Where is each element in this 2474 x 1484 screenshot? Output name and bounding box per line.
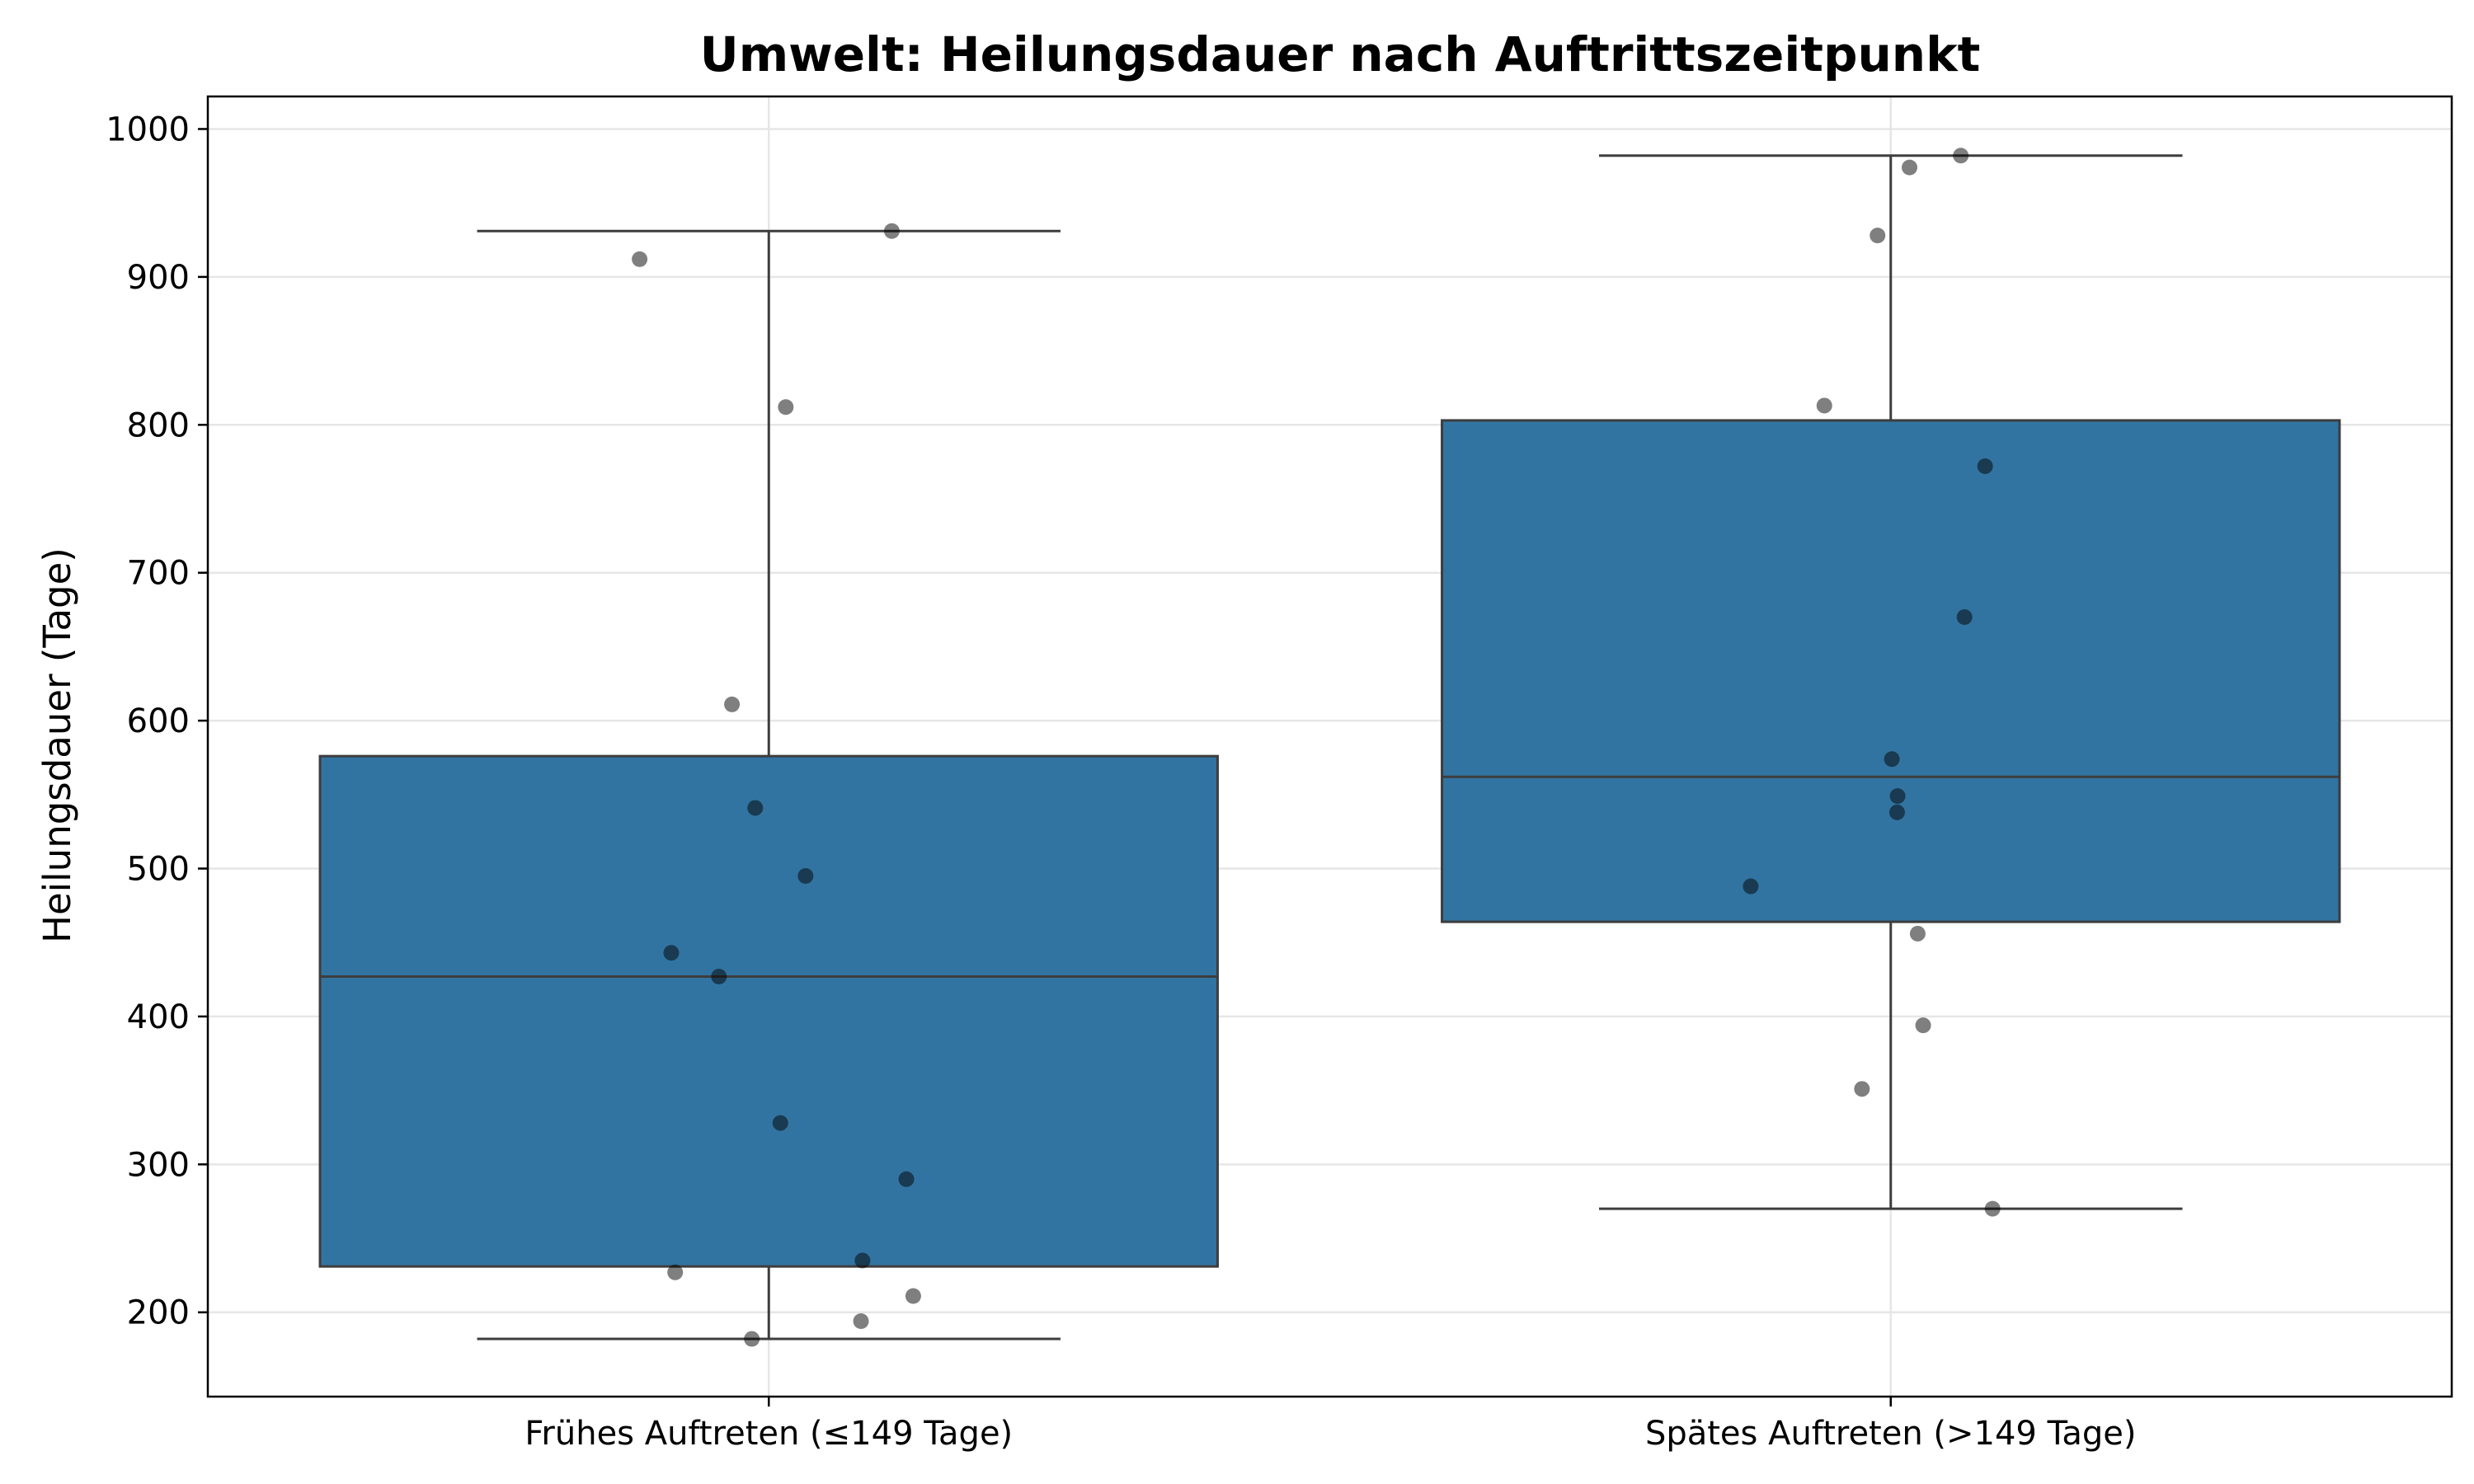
axis-ticks: 200 300 400 500 600 700 800 900 1000 Frühes Auftr… — [106, 110, 2136, 1453]
strip-point — [905, 1288, 921, 1304]
plot-frame — [206, 95, 2453, 1398]
strip-point — [663, 945, 680, 961]
x-tick-label: Frühes Auftreten (≤149 Tage) — [524, 1415, 1013, 1453]
y-axis-label: Heilungsdauer (Tage) — [35, 547, 79, 943]
strip-point — [1743, 878, 1759, 895]
strip-point — [1884, 751, 1900, 768]
strip-point — [1889, 788, 1906, 805]
strip-point — [1984, 1200, 2001, 1217]
strip-point — [1902, 159, 1918, 176]
strip-point — [1854, 1081, 1870, 1097]
y-tick-label: 300 — [127, 1146, 190, 1184]
strip-point — [1956, 609, 1973, 626]
y-tick-label: 800 — [127, 406, 190, 444]
boxes — [318, 154, 2341, 1341]
strip-point — [1816, 397, 1832, 414]
strip-point — [711, 968, 727, 984]
strip-point — [797, 867, 814, 884]
y-tick-label: 1000 — [106, 110, 190, 148]
strip-point — [744, 1331, 760, 1347]
strip-point — [1953, 148, 1969, 164]
strip-point — [1888, 804, 1905, 820]
y-tick-label: 200 — [127, 1294, 190, 1332]
strip-point — [1915, 1017, 1931, 1034]
strip-point — [632, 251, 648, 267]
strip-point — [1870, 228, 1886, 244]
strip-point — [772, 1115, 788, 1131]
strip-point — [854, 1252, 871, 1269]
iqr-box — [1441, 419, 2341, 923]
strip-point — [747, 800, 764, 816]
iqr-box — [318, 754, 1219, 1268]
x-tick-label: Spätes Auftreten (>149 Tage) — [1645, 1415, 2137, 1453]
chart-title: Umwelt: Heilungsdauer nach Auftrittszeit… — [700, 26, 1981, 82]
strip-point — [1909, 925, 1926, 942]
strip-point — [1977, 458, 1993, 475]
data-points — [632, 148, 2001, 1347]
strip-point — [898, 1171, 915, 1187]
strip-point — [778, 399, 794, 416]
strip-point — [667, 1264, 684, 1280]
strip-point — [724, 696, 741, 712]
y-tick-label: 600 — [127, 702, 190, 740]
y-tick-label: 900 — [127, 259, 190, 297]
y-tick-label: 700 — [127, 555, 190, 593]
y-tick-label: 500 — [127, 851, 190, 889]
strip-point — [883, 223, 900, 239]
strip-point — [853, 1313, 869, 1330]
y-tick-label: 400 — [127, 998, 190, 1036]
